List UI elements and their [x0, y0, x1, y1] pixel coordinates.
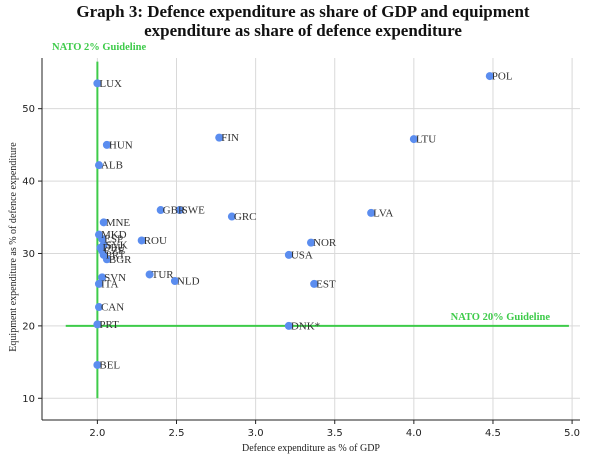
data-point: [215, 133, 224, 142]
point-label: POL: [492, 71, 513, 83]
point-label: PRT: [99, 319, 119, 331]
point-label: DNK*: [291, 320, 320, 332]
data-point: [409, 135, 418, 144]
data-point: [307, 238, 315, 247]
point-label: FIN: [221, 132, 239, 144]
chart-title: Graph 3: Defence expenditure as share of…: [0, 2, 606, 40]
data-point: [102, 255, 111, 264]
data-point: [137, 236, 146, 245]
x-tick-label: 3.5: [327, 428, 343, 439]
data-point: [284, 250, 293, 259]
point-label: PRT: [106, 249, 126, 261]
data-point: [102, 140, 111, 149]
data-point: [98, 273, 107, 282]
point-label: EST: [316, 278, 336, 290]
point-label: SVN: [104, 272, 126, 284]
point-label: HUN: [109, 139, 133, 151]
point-label: MKD: [101, 229, 127, 241]
data-point: [94, 303, 103, 312]
x-tick-label: 2.0: [89, 428, 105, 439]
data-point: [156, 206, 165, 215]
point-label: ALB: [101, 160, 123, 172]
point-label: SWE: [182, 205, 206, 217]
data-point: [93, 360, 102, 369]
point-layer: [93, 72, 494, 369]
point-label: NLD: [177, 275, 200, 287]
y-tick-label: 10: [22, 394, 35, 405]
data-point: [227, 212, 236, 221]
nato-20-percent-guideline-label: NATO 20% Guideline: [451, 312, 551, 323]
data-point: [93, 320, 102, 329]
point-label: LUX: [99, 78, 122, 90]
y-tick-label: 40: [22, 177, 35, 188]
y-tick-label: 30: [22, 249, 35, 260]
point-label: GBR: [163, 205, 186, 217]
y-axis-title: Equipment expenditure as % of defence ex…: [8, 142, 19, 352]
data-point: [284, 321, 293, 330]
data-point: [367, 208, 376, 217]
point-label: DEU: [103, 242, 126, 254]
nato-2-percent-guideline-label: NATO 2% Guideline: [52, 42, 146, 53]
axis-layer: 2.0 2.5 3.0 3.5 4.0 4.5 5.0 10 20 30 40 50 Defence e…: [8, 58, 580, 454]
data-point: [175, 206, 184, 215]
grid-layer: [42, 58, 580, 420]
x-axis-title: Defence expenditure as % of GDP: [242, 443, 380, 454]
point-label: SVK: [106, 239, 128, 251]
data-point: [485, 72, 494, 81]
data-point: [99, 218, 108, 227]
data-point: [94, 279, 103, 288]
point-label: CZE: [104, 245, 125, 257]
point-label: ITA: [101, 278, 119, 290]
data-point: [94, 161, 103, 170]
x-tick-label: 4.0: [406, 428, 422, 439]
data-point: [96, 243, 105, 252]
point-label: TUR: [152, 269, 175, 281]
point-label: NOR: [313, 237, 337, 249]
point-label: LVA: [373, 207, 393, 219]
point-label: CAN: [101, 302, 124, 314]
guideline-layer: NATO 2% Guideline NATO 20% Guideline: [52, 42, 569, 399]
point-label: USA: [291, 249, 313, 261]
x-tick-label: 3.0: [248, 428, 264, 439]
point-label: MNE: [106, 217, 131, 229]
data-point: [310, 279, 319, 288]
chart-title-line-2: expenditure as share of defence expendit…: [144, 21, 462, 40]
data-point: [145, 270, 154, 279]
point-label: GRC: [234, 211, 257, 223]
point-label: BGR: [109, 254, 132, 266]
y-tick-label: 50: [22, 104, 35, 115]
x-tick-label: 5.0: [564, 428, 580, 439]
x-tick-label: 4.5: [485, 428, 501, 439]
point-label: ROU: [144, 235, 167, 247]
point-label: BEL: [99, 359, 120, 371]
y-tick-label: 20: [22, 321, 35, 332]
data-point: [93, 79, 102, 88]
x-tick-label: 2.5: [169, 428, 185, 439]
data-point: [170, 276, 179, 285]
point-label: LTU: [416, 134, 436, 146]
point-label: ESP: [104, 234, 123, 246]
chart-title-line-1: Graph 3: Defence expenditure as share of…: [76, 2, 530, 21]
